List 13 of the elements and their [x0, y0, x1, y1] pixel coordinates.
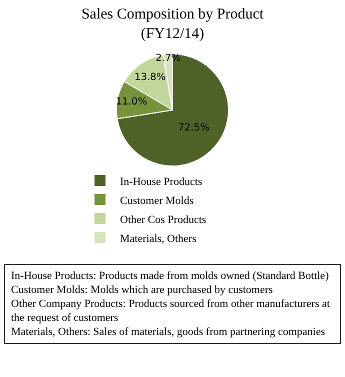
text: In-House Products: Products made from molds owned (Standard Bottle) — [11, 269, 330, 283]
text: Materials, Others: Sales of materials, goods from partnering companies — [11, 325, 326, 339]
data-label: 13.8% — [134, 72, 166, 83]
legend-label: In-House Products — [120, 176, 202, 188]
chart-title: Sales Composition by Product (FY12/14) — [81, 6, 264, 42]
text: Other Company Products: Products sourced from other manufacturers at the request of customers — [11, 297, 331, 325]
text: Customer Molds: Molds which are purchased by customers — [11, 283, 274, 297]
legend-label: Materials, Others — [120, 232, 196, 245]
data-label: 2.7% — [156, 53, 181, 64]
legend-label: Customer Molds — [120, 194, 194, 207]
legend-label: Other Cos Products — [120, 214, 206, 226]
data-label: 72.5% — [178, 122, 210, 134]
pie-slice — [116, 54, 229, 166]
